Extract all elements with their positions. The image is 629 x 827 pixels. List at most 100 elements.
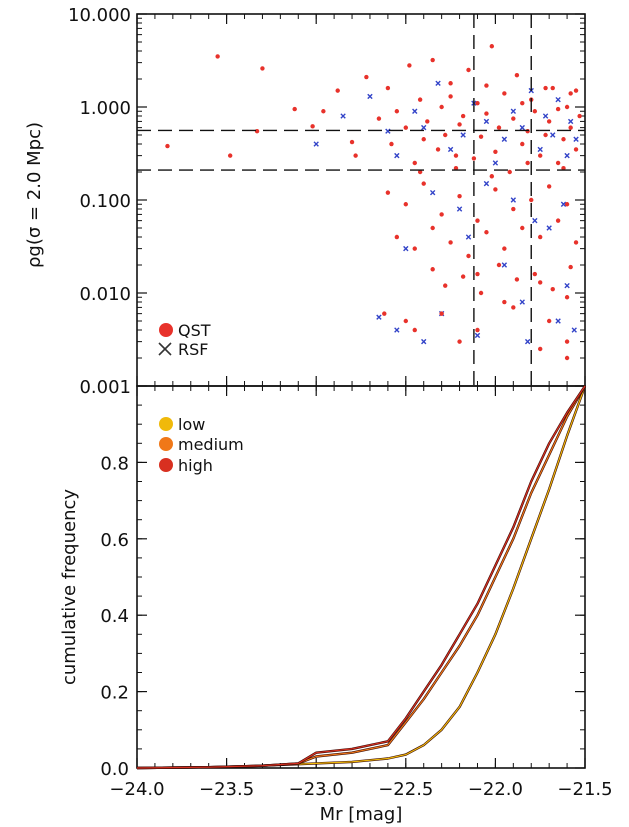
rsf-point (385, 128, 391, 134)
qst-point (538, 346, 543, 352)
qst-point (511, 206, 516, 212)
qst-point (475, 218, 480, 223)
qst-point (376, 116, 382, 121)
qst-point (403, 318, 408, 324)
rsf-point-stroke (519, 299, 525, 305)
rsf-point (429, 189, 436, 196)
qst-point (543, 132, 548, 138)
qst-point (507, 169, 512, 175)
rsf-point (542, 113, 549, 119)
rsf-point (546, 225, 552, 231)
qst-point (564, 104, 570, 110)
rsf-point-stroke (460, 132, 466, 138)
legend-qst-marker (159, 323, 173, 337)
qst-point (489, 44, 495, 49)
qst-point (389, 141, 394, 147)
rsf-point (532, 217, 538, 224)
qst-point (364, 74, 369, 80)
qst-point (165, 143, 170, 149)
top-scatter-panel: 0.001 0.010 0.100 1.000 10.000 ρg(σ = 2.0 Mpc… (24, 5, 586, 398)
rsf-point-stroke (376, 314, 382, 320)
qst-point (520, 141, 525, 147)
rsf-point-stroke (421, 338, 427, 345)
rsf-point-stroke (394, 152, 400, 159)
legend-low-label: low (178, 415, 205, 434)
rsf-point (474, 332, 481, 339)
qst-point (460, 113, 466, 119)
rsf-point-stroke (546, 225, 552, 231)
qst-point (568, 264, 573, 270)
qst-point (555, 218, 561, 223)
qst-point (321, 109, 326, 114)
rsf-point-stroke (340, 113, 346, 119)
qst-point (502, 246, 507, 251)
qst-point (496, 262, 502, 268)
rsf-point-stroke (447, 146, 454, 153)
rsf-point-stroke (474, 332, 481, 339)
top-ytick-label: 0.001 (79, 377, 131, 398)
qst-point (478, 290, 484, 296)
qst-point (448, 81, 453, 86)
qst-point (417, 97, 423, 102)
qst-point (439, 212, 444, 217)
rsf-point-stroke (456, 206, 463, 212)
qst-point (421, 181, 426, 186)
bottom-cumulative-panel: 0.0 0.2 0.4 0.6 0.8 −24.0 −23.5 −23.0 −22.5 −22.0… (59, 385, 613, 825)
qst-point (466, 67, 471, 73)
qst-point (260, 66, 265, 71)
qst-point (568, 125, 573, 130)
qst-point (430, 267, 435, 272)
bottom-ytick-label: 0.8 (100, 453, 129, 474)
rsf-point (573, 136, 579, 142)
qst-point (555, 106, 561, 112)
qst-point (403, 125, 408, 130)
bottom-xtick-label: −23.5 (199, 779, 254, 800)
qst-point (448, 94, 453, 99)
rsf-point-stroke (564, 152, 570, 159)
qst-point (349, 139, 355, 145)
rsf-point (519, 124, 525, 131)
rsf-point (456, 206, 463, 212)
bottom-xtick-label: −22.0 (468, 779, 523, 800)
rsf-point (483, 118, 490, 125)
qst-point (511, 116, 516, 121)
bottom-ylabel: cumulative frequency (59, 489, 80, 685)
top-ytick-label: 0.010 (79, 284, 131, 305)
qst-point (493, 149, 498, 154)
qst-point (484, 83, 489, 88)
qst-point (430, 57, 435, 63)
qst-point (564, 295, 570, 300)
qst-point (555, 160, 561, 166)
bottom-xtick-label: −22.5 (378, 779, 433, 800)
qst-point (457, 339, 462, 344)
qst-point (573, 88, 579, 93)
rsf-point-stroke (435, 80, 441, 86)
top-ytick-label: 1.000 (79, 98, 131, 119)
rsf-point-stroke (560, 201, 567, 207)
bottom-xlabel: Mr [mag] (320, 804, 403, 825)
rsf-point (435, 80, 441, 86)
qst-point (310, 124, 315, 129)
qst-point (439, 311, 444, 316)
rsf-point (412, 108, 418, 114)
rsf-point (519, 299, 525, 305)
rsf-point (501, 262, 508, 268)
rsf-point (492, 160, 499, 166)
rsf-point (340, 113, 346, 119)
bottom-xtick-label: −24.0 (109, 779, 164, 800)
qst-point (561, 137, 566, 142)
qst-point (532, 109, 538, 114)
qst-point (385, 85, 391, 91)
qst-point (475, 100, 480, 106)
rsf-point (367, 93, 373, 100)
qst-point (538, 153, 543, 158)
qst-point (227, 153, 233, 158)
rsf-point (501, 136, 508, 142)
rsf-point (524, 338, 531, 345)
qst-point (577, 113, 582, 119)
qst-point (407, 63, 412, 68)
rsf-point-stroke (555, 318, 561, 324)
bottom-ytick-label: 0.0 (100, 759, 129, 780)
qst-point (564, 202, 570, 207)
qst-point (493, 187, 498, 192)
